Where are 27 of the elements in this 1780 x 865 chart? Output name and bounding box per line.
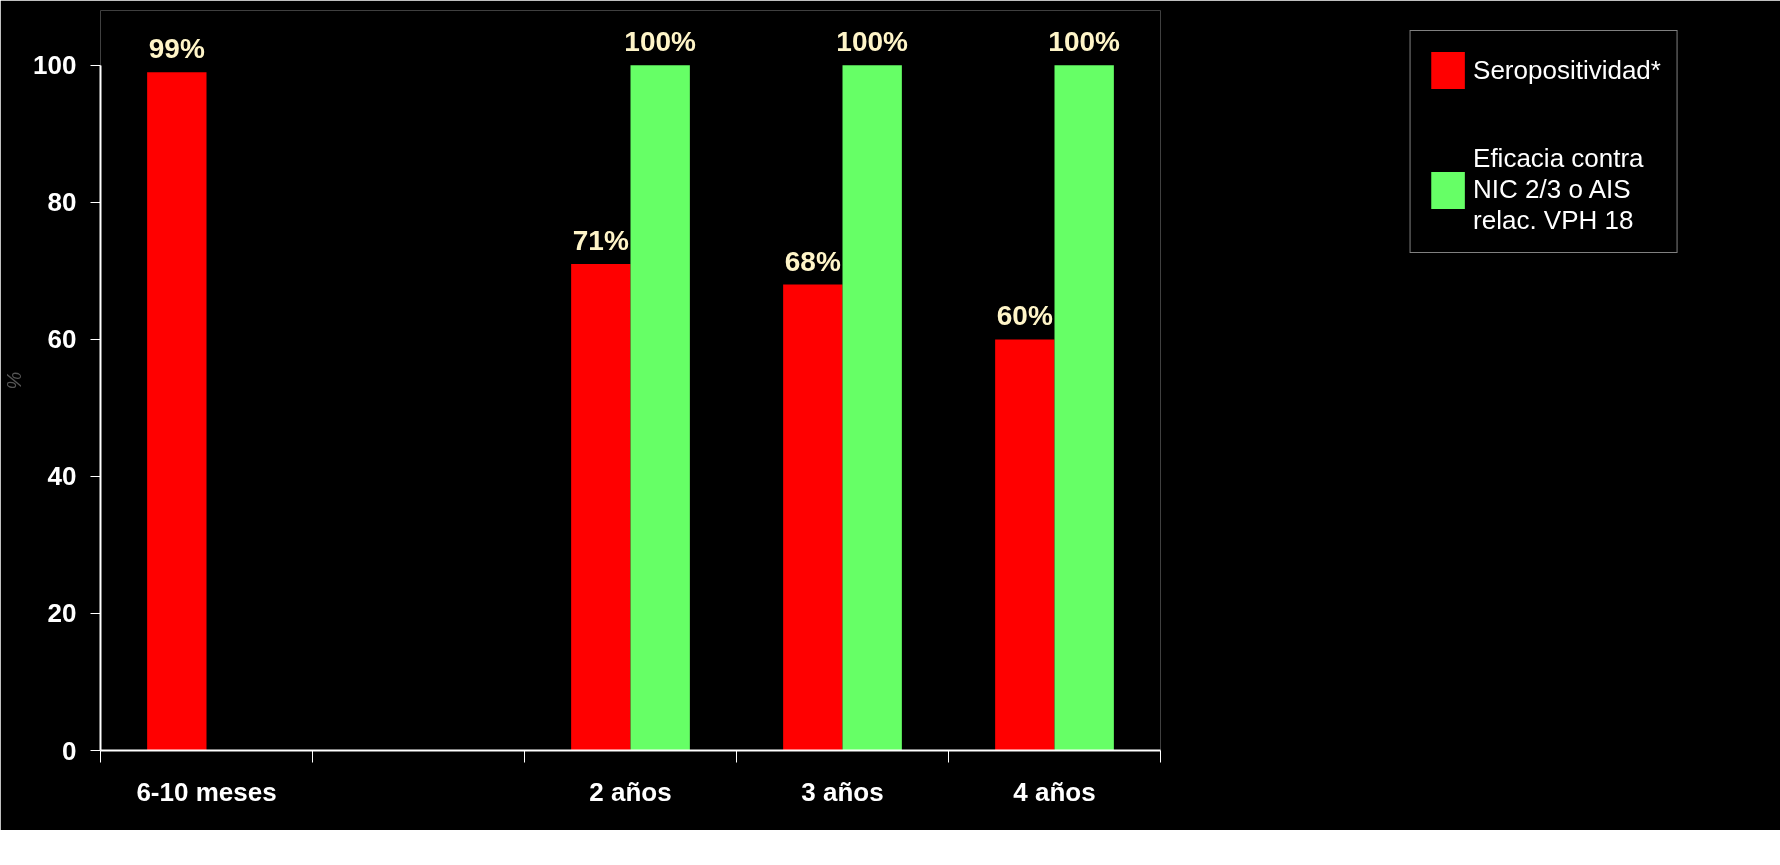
bar	[995, 339, 1055, 751]
y-tick-label: 20	[47, 598, 77, 629]
y-axis-title: %	[3, 371, 26, 390]
legend-label: Eficacia contra NIC 2/3 o AIS relac. VPH 18	[1473, 143, 1644, 236]
data-label: 100%	[836, 26, 909, 58]
x-tick-label: 4 años	[1013, 776, 1096, 807]
data-label: 71%	[572, 225, 629, 257]
x-tick-label: 6-10 meses	[136, 776, 277, 807]
bar	[147, 72, 207, 751]
data-label: 100%	[624, 26, 697, 58]
y-tick-label: 100	[33, 50, 77, 81]
y-tick-label: 60	[47, 324, 77, 355]
bar	[571, 264, 631, 751]
bar	[1054, 65, 1114, 751]
bar	[842, 65, 902, 751]
data-label: 60%	[996, 300, 1053, 332]
legend-label: Seropositividad*	[1473, 54, 1661, 86]
data-label: 100%	[1048, 26, 1121, 58]
y-tick-label: 0	[62, 735, 77, 766]
data-label: 99%	[148, 33, 205, 65]
x-tick-label: 2 años	[589, 776, 672, 807]
x-tick-label: 3 años	[801, 776, 884, 807]
bar	[630, 65, 690, 751]
bar	[783, 284, 843, 751]
data-label: 68%	[784, 245, 841, 277]
y-tick-label: 80	[47, 187, 77, 218]
y-tick-label: 40	[47, 461, 77, 492]
